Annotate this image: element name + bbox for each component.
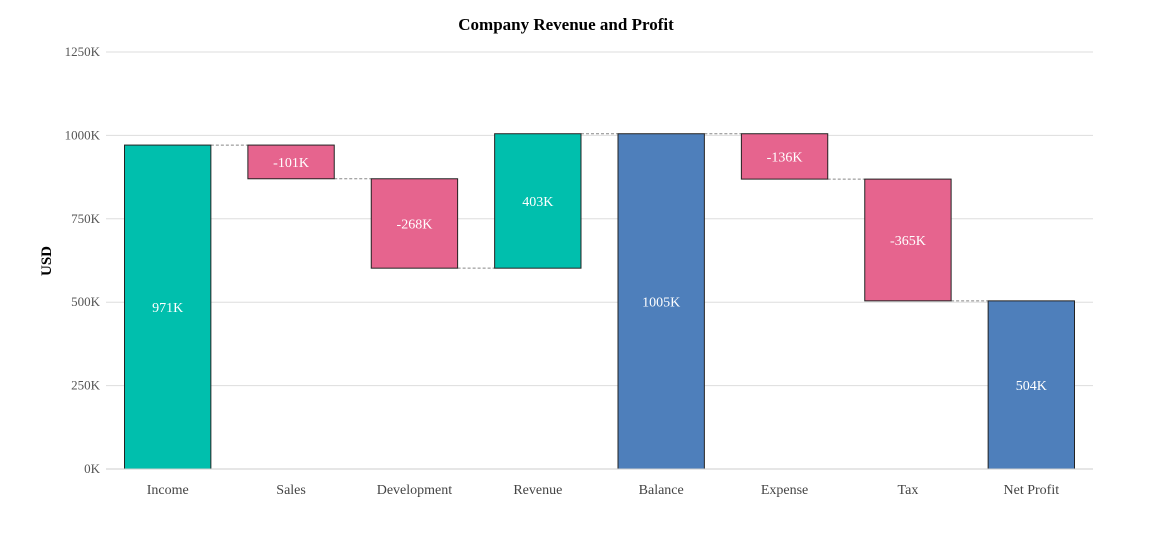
bars bbox=[124, 133, 1075, 470]
bar-value-label: 971K bbox=[152, 301, 183, 316]
bar-value-label: -136K bbox=[767, 150, 803, 165]
y-tick-label: 1000K bbox=[65, 127, 101, 142]
x-tick-label: Balance bbox=[639, 483, 684, 498]
x-tick-label: Tax bbox=[898, 483, 919, 498]
labels: 971K -101K -268K 403K 1005K -136K -365K 504K bbox=[152, 150, 1047, 394]
bar-balance bbox=[617, 133, 705, 470]
bar-value-label: -365K bbox=[890, 234, 926, 249]
y-tick-label: 0K bbox=[84, 461, 101, 476]
chart-title: Company Revenue and Profit bbox=[458, 15, 674, 34]
bar-tax bbox=[864, 178, 952, 302]
y-tick-label: 750K bbox=[71, 211, 101, 226]
y-tick-label: 1250K bbox=[65, 44, 101, 59]
bar-sales bbox=[247, 144, 335, 180]
y-axis-label: USD bbox=[39, 246, 55, 276]
bar-value-label: 504K bbox=[1016, 379, 1047, 394]
axes: 0K 250K 500K 750K 1000K 1250K Income Sales Devel… bbox=[65, 44, 1093, 498]
bar-revenue bbox=[494, 133, 582, 269]
x-tick-label: Development bbox=[377, 483, 453, 498]
bar-value-label: 403K bbox=[522, 195, 553, 210]
bar-development bbox=[370, 178, 459, 269]
x-tick-label: Income bbox=[147, 483, 189, 498]
bar-value-label: -101K bbox=[273, 156, 309, 171]
x-tick-label: Net Profit bbox=[1004, 483, 1060, 498]
bar-net-profit bbox=[987, 300, 1075, 470]
x-tick-label: Expense bbox=[761, 483, 808, 498]
connectors bbox=[210, 133, 989, 302]
bar-expense bbox=[740, 133, 829, 180]
bar-income bbox=[124, 144, 212, 470]
x-tick-label: Revenue bbox=[513, 483, 562, 498]
bar-value-label: -268K bbox=[397, 217, 433, 232]
bar-value-label: 1005K bbox=[642, 295, 680, 310]
y-tick-label: 500K bbox=[71, 294, 101, 309]
x-tick-label: Sales bbox=[276, 483, 306, 498]
y-tick-label: 250K bbox=[71, 378, 101, 393]
